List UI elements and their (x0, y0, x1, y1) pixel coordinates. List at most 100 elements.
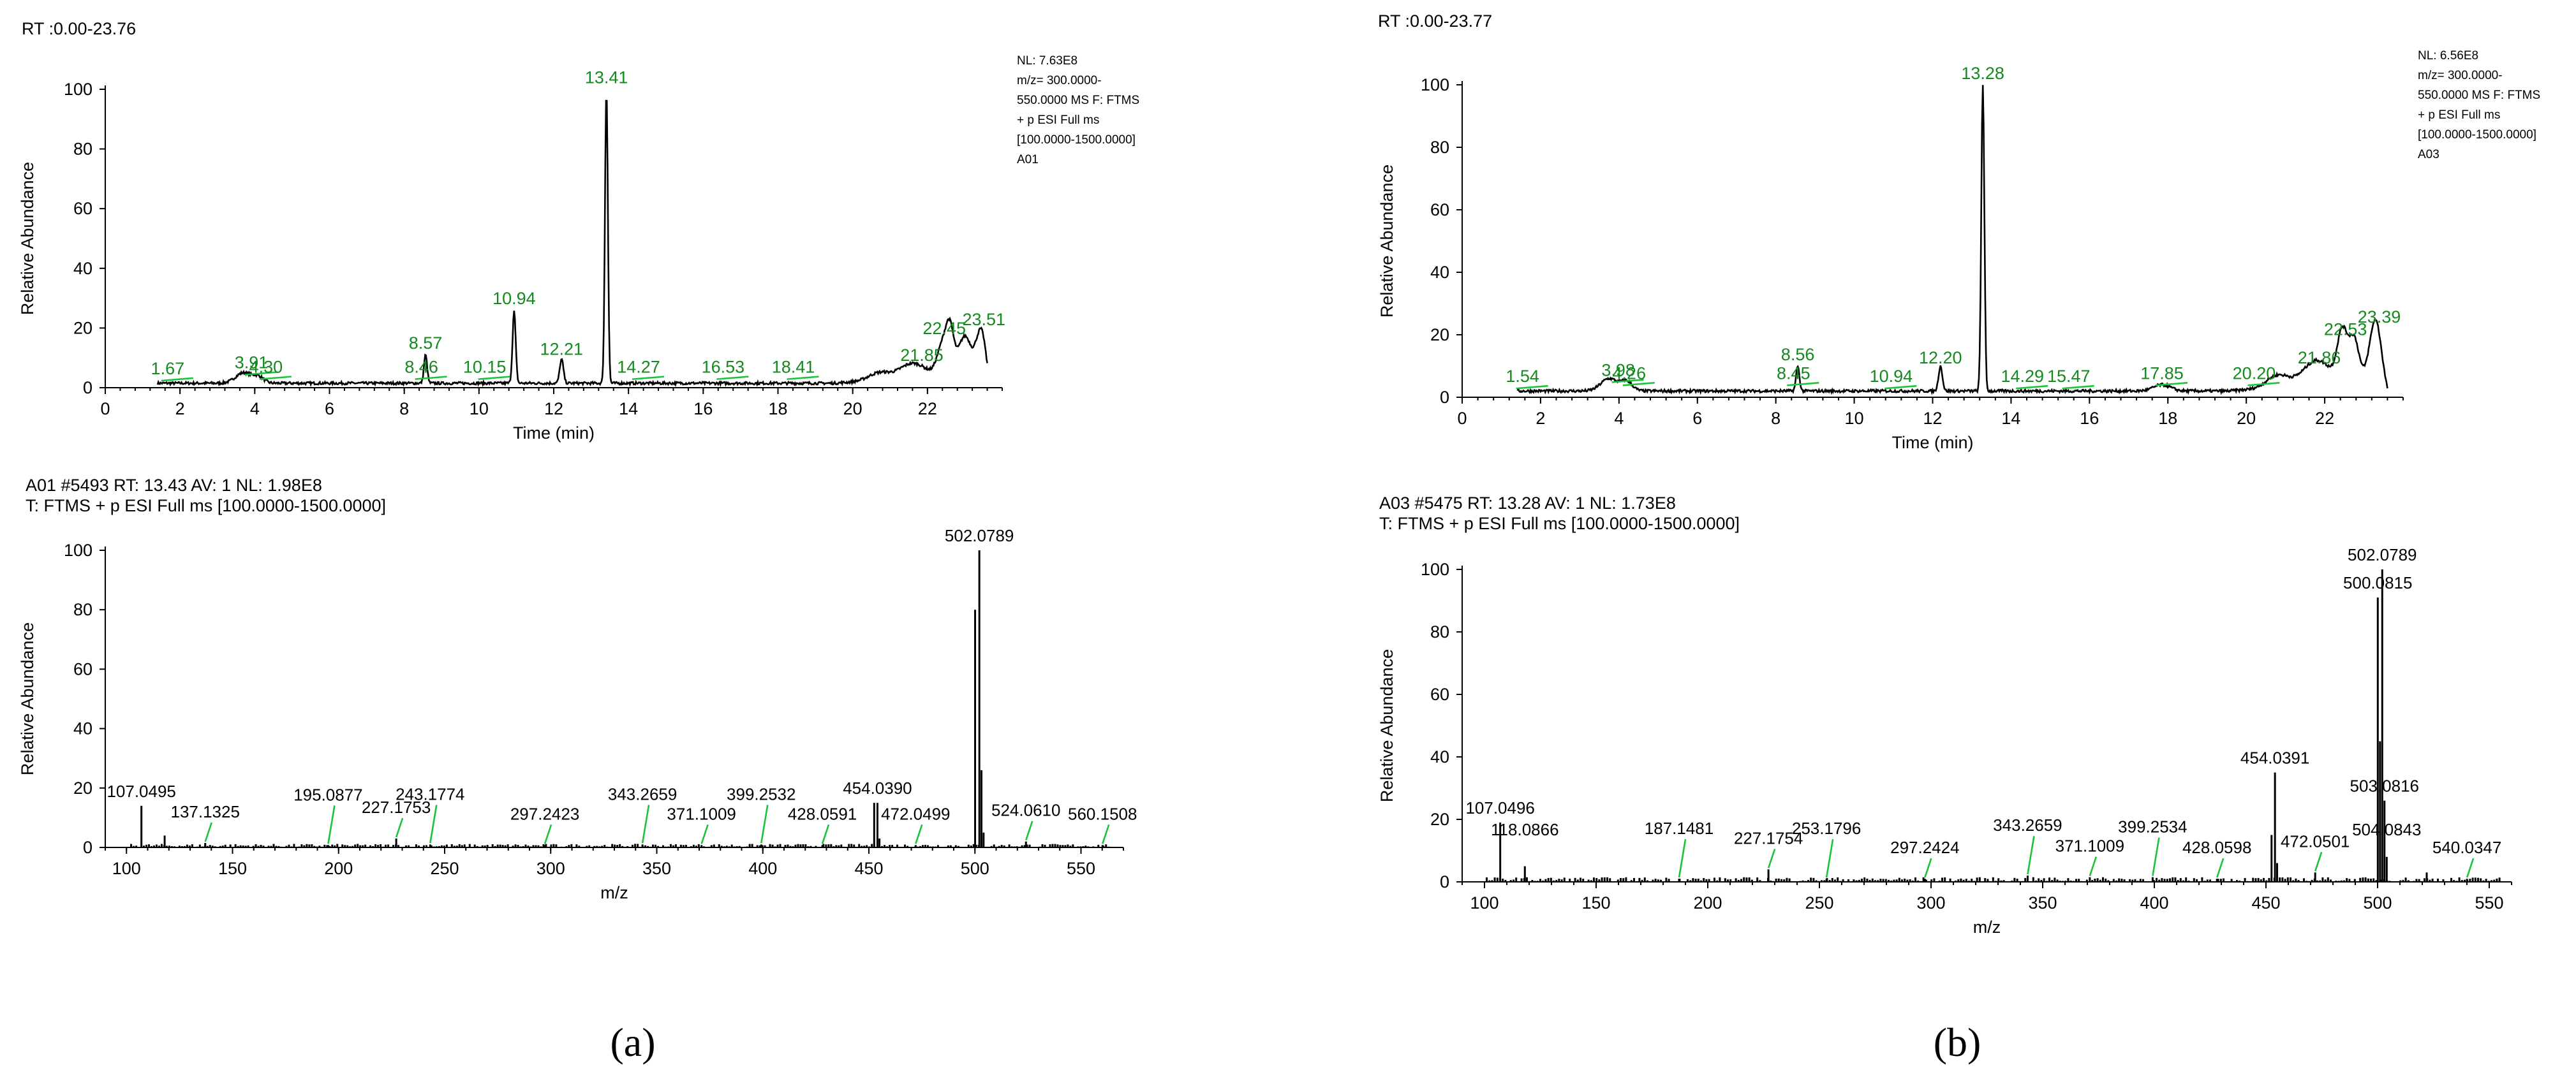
rt-range: RT :0.00-23.77 (1378, 11, 1492, 31)
y-tick-label: 60 (1430, 685, 1449, 704)
peak-label: 22.53 (2324, 320, 2367, 339)
mz-label: 243.1774 (396, 784, 464, 803)
y-tick-label: 0 (1440, 388, 1449, 407)
peak-leader (1622, 382, 1655, 386)
peak-label: 4.30 (249, 358, 283, 377)
x-tick-label: 14 (2001, 409, 2020, 428)
peak-leader (1678, 839, 1687, 878)
peak-leader (429, 805, 438, 844)
chromatogram-trace (156, 99, 988, 388)
x-tick-label: 12 (1923, 409, 1942, 428)
peak-label: 13.41 (585, 68, 628, 87)
y-tick-label: 80 (73, 600, 93, 619)
peak-leader (2062, 385, 2094, 390)
peak-leader (760, 805, 769, 844)
y-axis-title: Relative Abundance (1377, 165, 1396, 318)
scan-info-line: [100.0000-1500.0000] (2418, 128, 2536, 142)
peak-label: 8.56 (1781, 345, 1815, 364)
x-tick-label: 250 (1805, 893, 1833, 912)
peak-label: 12.21 (540, 340, 584, 359)
mz-label: 253.1796 (1792, 819, 1861, 838)
peak-label: 15.47 (2047, 367, 2091, 386)
peak-leader (915, 824, 923, 844)
y-tick-label: 100 (64, 541, 93, 560)
y-tick-label: 0 (83, 838, 93, 857)
scan-info-line: + p ESI Full ms (2418, 108, 2500, 122)
x-tick-label: 2 (1536, 409, 1545, 428)
mz-label: 399.2534 (2118, 817, 2187, 837)
y-tick-label: 60 (73, 659, 93, 678)
x-tick-label: 18 (768, 399, 787, 418)
x-tick-label: 4 (1614, 409, 1624, 428)
x-axis-title: Time (min) (513, 423, 595, 443)
y-axis-title: Relative Abundance (18, 622, 37, 775)
scan-info-line: [100.0000-1500.0000] (1017, 133, 1136, 147)
peak-leader (2466, 858, 2475, 878)
chromatogram-trace (1516, 85, 2388, 395)
peak-label: 14.27 (617, 358, 660, 377)
mz-label: 428.0598 (2182, 838, 2251, 857)
peak-label: 16.53 (702, 358, 745, 377)
peak-leader (259, 376, 292, 380)
peak-leader (1787, 382, 1819, 386)
mz-label: 472.0499 (881, 804, 950, 823)
x-tick-label: 100 (112, 859, 141, 878)
x-tick-label: 0 (100, 399, 110, 418)
y-tick-label: 60 (73, 199, 93, 218)
mz-label: 227.1753 (362, 798, 431, 817)
x-axis-title: Time (min) (1892, 433, 1974, 452)
y-tick-label: 60 (1430, 200, 1449, 219)
x-tick-label: 8 (1771, 409, 1780, 428)
y-tick-label: 80 (1430, 138, 1449, 157)
rt-range: RT :0.00-23.76 (22, 19, 136, 38)
y-tick-label: 0 (1440, 872, 1449, 891)
peak-leader (544, 824, 552, 844)
y-tick-label: 20 (1430, 810, 1449, 829)
mz-label: 137.1325 (170, 802, 239, 821)
y-axis-title: Relative Abundance (18, 162, 37, 315)
x-tick-label: 4 (250, 399, 260, 418)
x-tick-label: 300 (1916, 893, 1945, 912)
x-tick-label: 16 (2080, 409, 2099, 428)
x-tick-label: 100 (1470, 893, 1499, 912)
x-tick-label: 550 (1067, 859, 1095, 878)
peak-label: 10.94 (1870, 367, 1913, 386)
x-tick-label: 150 (1581, 893, 1610, 912)
scan-info-line: 550.0000 MS F: FTMS (1017, 94, 1139, 107)
peak-label: 3.98 (1601, 360, 1635, 379)
peak-leader (641, 805, 650, 844)
peak-label: 3.91 (235, 353, 269, 372)
mz-label: 454.0390 (843, 779, 912, 798)
y-tick-label: 0 (83, 378, 93, 397)
caption-b: (b) (1934, 1020, 1981, 1065)
mz-label: 343.2659 (608, 784, 677, 803)
peak-leader (415, 376, 447, 380)
x-tick-label: 500 (961, 859, 989, 878)
y-tick-label: 100 (64, 80, 93, 99)
x-axis-title: m/z (600, 883, 628, 902)
peak-leader (204, 822, 212, 842)
x-tick-label: 0 (1457, 409, 1467, 428)
peak-leader (1884, 385, 1917, 390)
peak-leader (787, 376, 819, 380)
peak-label: 17.85 (2140, 363, 2184, 383)
x-tick-label: 20 (2237, 409, 2256, 428)
x-tick-label: 2 (175, 399, 185, 418)
peak-label: 12.20 (1919, 348, 1962, 367)
caption-a: (a) (610, 1020, 655, 1065)
peak-label: 23.51 (963, 310, 1006, 329)
mz-label: 107.0495 (107, 782, 175, 801)
peak-leader (1025, 821, 1033, 841)
peak-leader (2089, 856, 2098, 877)
x-tick-label: 6 (325, 399, 334, 418)
mz-label: 399.2532 (727, 784, 796, 803)
x-tick-label: 18 (2158, 409, 2177, 428)
chromatogram-b: RT :0.00-23.77 NL: 6.56E8 m/z= 300.0000- 55… (1377, 11, 2540, 452)
peak-leader (2314, 851, 2323, 872)
scan-info-line: A01 (1017, 153, 1039, 166)
mz-label: 187.1481 (1645, 819, 1714, 838)
mz-label: 227.1754 (1734, 828, 1803, 847)
x-axis-title: m/z (1973, 918, 2001, 937)
